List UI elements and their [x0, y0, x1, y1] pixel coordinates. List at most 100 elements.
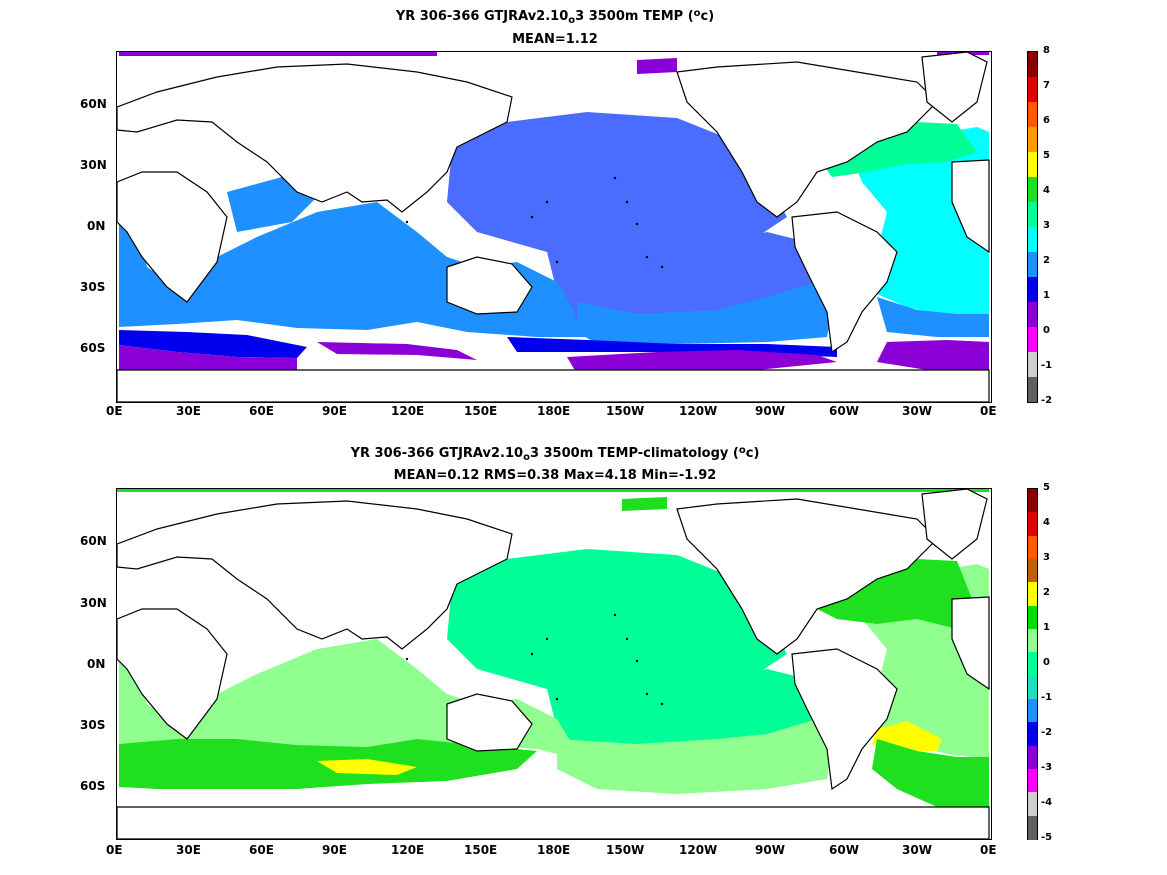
panel1-title-text: YR 306-366 GTJRAv2.10	[395, 9, 569, 24]
colorbar-segment	[1028, 127, 1037, 152]
island-marks	[405, 176, 664, 269]
southern-purple-field	[119, 345, 297, 370]
south-pacific-field	[577, 282, 832, 344]
eurasia-land	[117, 500, 513, 650]
colorbar-segment	[1028, 652, 1037, 677]
pacific-east-field	[722, 232, 817, 307]
africa-land	[117, 171, 228, 303]
x-tick: 90E	[322, 404, 347, 418]
africa-east-land	[951, 159, 990, 254]
pacific-diff-field	[447, 549, 787, 769]
pacific-east-diff-field	[722, 669, 817, 744]
x-tick: 150W	[606, 843, 645, 857]
colorbar-segment	[1028, 489, 1037, 513]
colorbar-segment	[1028, 327, 1037, 352]
colorbar-label: 3	[1043, 220, 1050, 231]
north-america-land	[676, 61, 938, 218]
colorbar-segment	[1028, 302, 1037, 327]
panel2-title: YR 306-366 GTJRAv2.10o3 3500m TEMP-clima…	[0, 445, 1110, 463]
y-tick: 0N	[87, 657, 106, 671]
australia-land	[446, 256, 533, 315]
x-tick: 120E	[391, 843, 425, 857]
north-america-land	[676, 498, 938, 655]
x-tick: 30W	[902, 404, 932, 418]
colorbar-label: 5	[1043, 482, 1050, 493]
colorbar-segment	[1028, 202, 1037, 227]
panel1-title: YR 306-366 GTJRAv2.10o3 3500m TEMP (oc)	[0, 8, 1110, 26]
pacific-field	[447, 112, 787, 332]
x-tick: 150E	[464, 843, 498, 857]
colorbar-segment	[1028, 227, 1037, 252]
africa-land	[117, 608, 228, 740]
colorbar-segment	[1028, 535, 1037, 560]
colorbar-segment	[1028, 582, 1037, 607]
colorbar-label: -4	[1041, 797, 1053, 808]
y-tick: 30N	[80, 596, 107, 610]
colorbar-segment	[1028, 745, 1037, 770]
south-america-land	[791, 211, 898, 354]
colorbar-segment	[1028, 512, 1037, 537]
x-tick: 60E	[249, 843, 274, 857]
greenland-land	[921, 489, 988, 560]
colorbar-label: -2	[1041, 727, 1053, 738]
africa-east-land	[951, 596, 990, 691]
x-tick: 120E	[391, 404, 425, 418]
indian-north-field	[227, 177, 317, 232]
colorbar-segment	[1028, 675, 1037, 700]
australia-land	[446, 693, 533, 752]
atlantic-south-diff-field	[872, 739, 989, 807]
x-tick: 60W	[829, 404, 859, 418]
colorbar-segment	[1028, 559, 1037, 583]
colorbar-label: -5	[1041, 832, 1053, 843]
southern-purple-field-2	[317, 342, 477, 360]
colorbar-label: -1	[1041, 692, 1053, 703]
colorbar-label: 1	[1043, 622, 1050, 633]
colorbar-segment	[1028, 792, 1037, 817]
colorbar-label: 8	[1043, 45, 1050, 56]
x-tick: 0E	[980, 843, 997, 857]
colorbar-segment	[1028, 177, 1037, 202]
antarctica-land	[117, 369, 990, 402]
x-tick: 30E	[176, 843, 201, 857]
y-tick: 60N	[80, 97, 107, 111]
colorbar-label: 3	[1043, 552, 1050, 563]
greenland-land	[921, 52, 988, 123]
atlantic-south-field	[877, 297, 989, 337]
atlantic-north-field	[817, 122, 977, 177]
colorbar-label: 6	[1043, 115, 1050, 126]
panel2-title-sup: o	[738, 445, 746, 456]
colorbar-segment	[1028, 722, 1037, 747]
antarctica-land	[117, 806, 990, 839]
colorbar-segment	[1028, 252, 1037, 277]
x-tick: 0E	[106, 843, 123, 857]
x-tick: 90W	[755, 843, 785, 857]
eurasia-land	[117, 63, 513, 213]
colorbar-segment	[1028, 699, 1037, 723]
colorbar-segment	[1028, 277, 1037, 302]
x-tick: 0E	[980, 404, 997, 418]
panel1-title-sub: o	[568, 15, 576, 26]
colorbar-label: 2	[1043, 587, 1050, 598]
colorbar-label: 0	[1043, 657, 1050, 668]
panel2-subtitle: MEAN=0.12 RMS=0.38 Max=4.18 Min=-1.92	[393, 468, 717, 483]
panel1-title-text-mid: 3 3500m TEMP (	[575, 9, 694, 24]
y-tick: 30S	[80, 280, 106, 294]
panel2-map	[116, 488, 992, 840]
x-tick: 150W	[606, 404, 645, 418]
panel1-subtitle: MEAN=1.12	[512, 32, 598, 47]
colorbar-segment	[1028, 769, 1037, 793]
panel1-colorbar	[1027, 51, 1038, 403]
colorbar-label: -3	[1041, 762, 1053, 773]
southern-purple-field-4	[877, 340, 989, 370]
colorbar-segment	[1028, 629, 1037, 653]
y-tick: 60N	[80, 534, 107, 548]
x-tick: 60E	[249, 404, 274, 418]
x-tick: 90W	[755, 404, 785, 418]
panel2-title-text: YR 306-366 GTJRAv2.10	[350, 446, 524, 461]
colorbar-label: 0	[1043, 325, 1050, 336]
colorbar-segment	[1028, 605, 1037, 630]
south-america-land	[791, 648, 898, 791]
colorbar-label: 4	[1043, 185, 1050, 196]
colorbar-label: 1	[1043, 290, 1050, 301]
colorbar-label: 4	[1043, 517, 1050, 528]
